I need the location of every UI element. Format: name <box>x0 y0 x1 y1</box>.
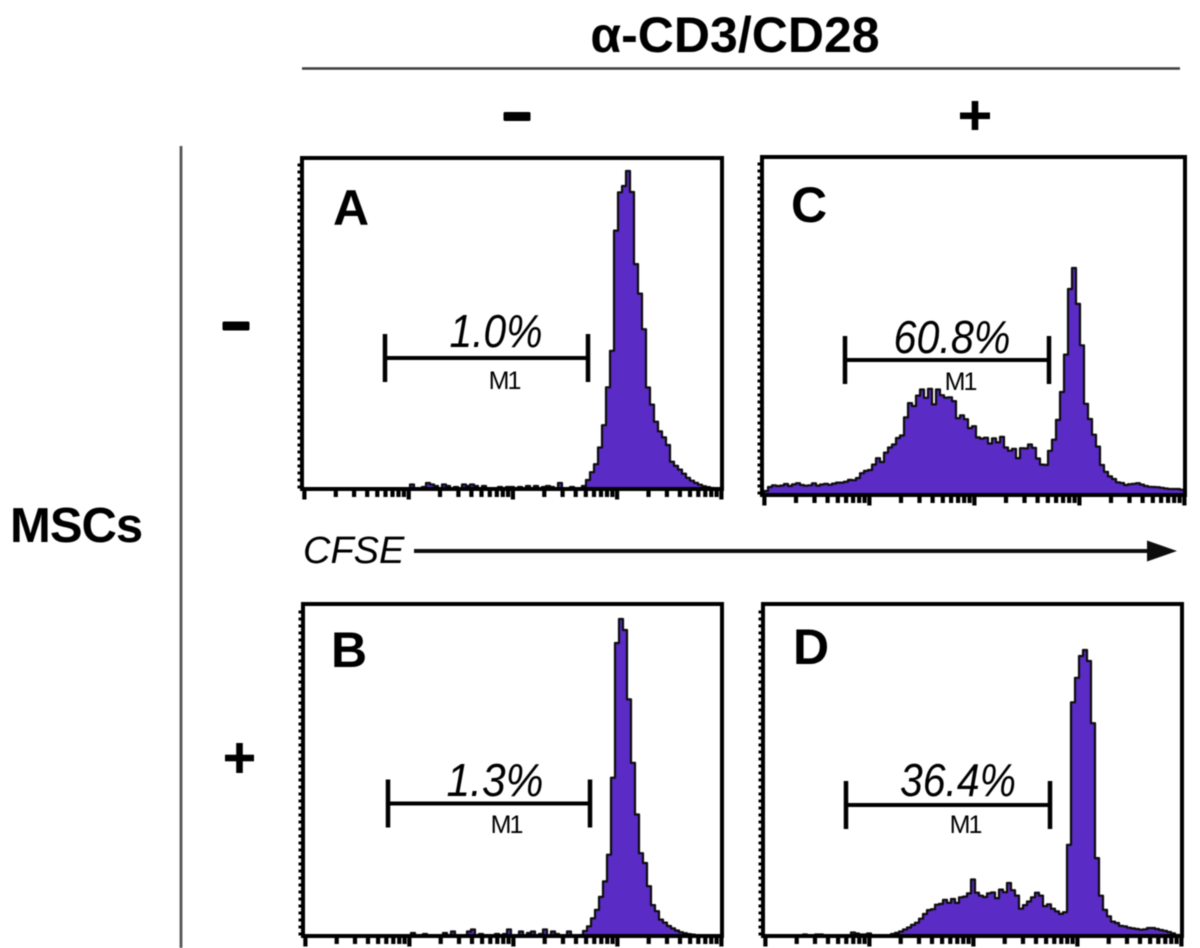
svg-text:M1: M1 <box>491 811 523 839</box>
svg-text:α-CD3/CD28: α-CD3/CD28 <box>590 7 879 63</box>
svg-text:C: C <box>791 177 827 233</box>
svg-text:M1: M1 <box>950 811 982 839</box>
svg-text:D: D <box>793 619 829 675</box>
svg-text:60.8%: 60.8% <box>894 311 1011 363</box>
svg-text:M1: M1 <box>945 368 977 396</box>
svg-text:CFSE: CFSE <box>303 530 405 572</box>
svg-text:B: B <box>331 622 367 678</box>
svg-text:36.4%: 36.4% <box>900 754 1016 806</box>
svg-text:1.3%: 1.3% <box>447 754 544 806</box>
svg-text:1.0%: 1.0% <box>450 305 543 357</box>
svg-text:MSCs: MSCs <box>10 499 142 553</box>
svg-text:M1: M1 <box>489 367 521 395</box>
svg-text:A: A <box>333 180 369 236</box>
